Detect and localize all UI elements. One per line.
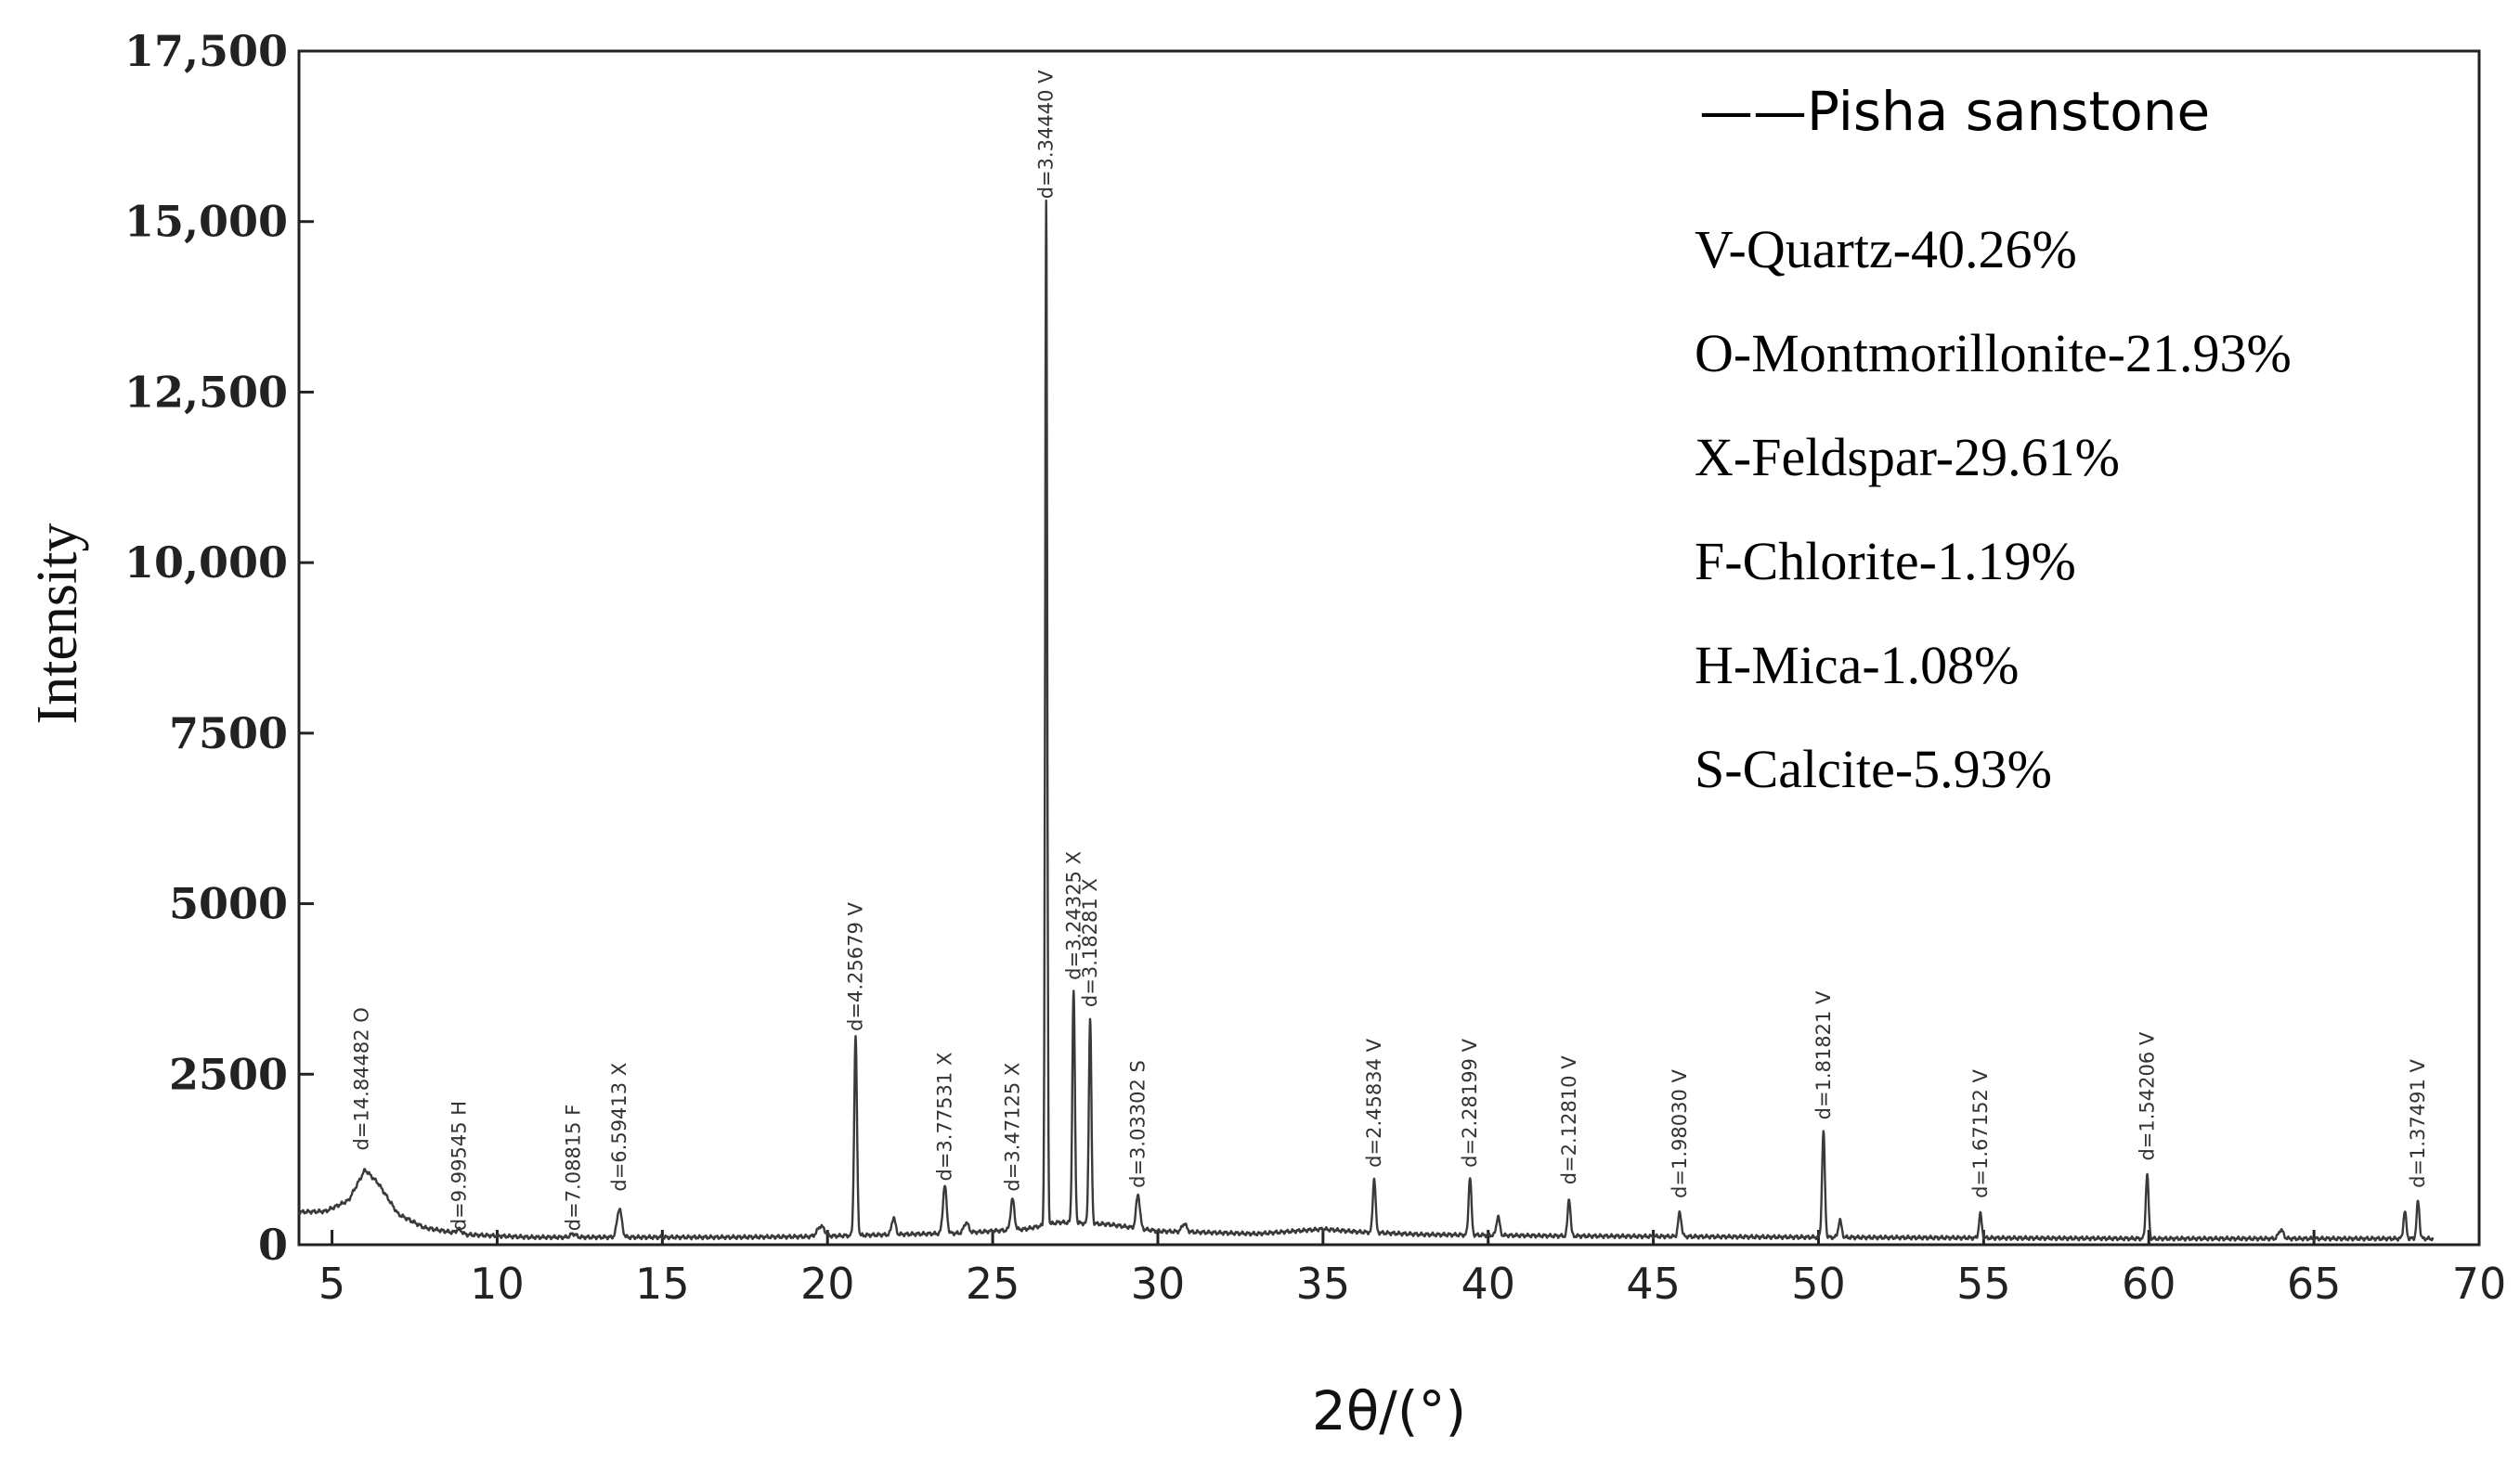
x-tick-label: 50 — [1791, 1259, 1846, 1309]
x-tick-label: 65 — [2287, 1259, 2342, 1309]
peak-annotation: d=3.77531 X — [934, 1053, 956, 1182]
peak-annotation: d=2.12810 V — [1558, 1055, 1580, 1184]
y-tick-label: 5000 — [169, 879, 288, 929]
x-tick-label: 40 — [1461, 1259, 1515, 1309]
plot-frame — [297, 49, 2481, 1247]
x-axis-title: 2θ/(°) — [1312, 1379, 1466, 1442]
peak-annotation: d=2.45834 V — [1363, 1038, 1385, 1167]
legend: ——Pisha sanstone V-Quartz-40.26% O-Montm… — [1695, 80, 2292, 799]
x-tick-label: 20 — [800, 1259, 855, 1309]
peak-annotation: d=2.28199 V — [1459, 1038, 1481, 1167]
peak-annotation: d=7.08815 F — [562, 1105, 584, 1232]
y-tick-label: 15,000 — [124, 197, 288, 247]
legend-item-montmorillonite: O-Montmorillonite-21.93% — [1695, 323, 2292, 383]
peak-annotation: d=3.34440 V — [1035, 70, 1058, 199]
y-axis-title: Intensity — [26, 524, 89, 725]
y-tick-label: 10,000 — [124, 537, 288, 588]
peak-annotation: d=14.84482 O — [351, 1007, 373, 1150]
y-axis-ticks: 0 2500 5000 7500 10,000 12,500 15,000 17,500 — [124, 26, 314, 1270]
peak-annotation: d=1.37491 V — [2407, 1058, 2429, 1187]
peak-annotation: d=9.99545 H — [448, 1101, 470, 1231]
x-tick-label: 35 — [1296, 1259, 1351, 1309]
x-tick-label: 10 — [470, 1259, 525, 1309]
x-axis-ticks: 5 10 15 20 25 30 35 40 45 50 55 60 65 70 — [318, 1230, 2506, 1309]
x-tick-label: 70 — [2452, 1259, 2507, 1309]
x-tick-label: 60 — [2122, 1259, 2176, 1309]
legend-item-chlorite: F-Chlorite-1.19% — [1695, 531, 2076, 591]
peak-annotation: d=6.59413 X — [608, 1063, 630, 1192]
series-layer — [297, 199, 2435, 1242]
peak-annotation: d=1.81821 V — [1812, 990, 1835, 1119]
peak-annotation: d=3.03302 S — [1127, 1060, 1150, 1188]
peak-annotation: d=1.54206 V — [2136, 1031, 2158, 1160]
peak-annotation: d=3.24325 X — [1062, 851, 1085, 980]
x-tick-label: 25 — [966, 1259, 1020, 1309]
y-tick-label: 7500 — [169, 708, 288, 758]
peak-annotations: d=14.84482 O d=9.99545 H d=7.08815 F d=6.59… — [351, 70, 2430, 1231]
peak-annotation: d=1.98030 V — [1669, 1068, 1691, 1197]
y-tick-label: 0 — [258, 1220, 288, 1270]
x-tick-label: 55 — [1956, 1259, 2011, 1309]
x-tick-label: 5 — [318, 1259, 345, 1309]
legend-series-label: ——Pisha sanstone — [1699, 80, 2210, 143]
x-tick-label: 45 — [1626, 1259, 1681, 1309]
x-tick-label: 15 — [635, 1259, 690, 1309]
legend-item-quartz: V-Quartz-40.26% — [1695, 219, 2077, 279]
y-tick-label: 17,500 — [124, 26, 288, 76]
y-tick-label: 2500 — [169, 1049, 288, 1099]
legend-item-calcite: S-Calcite-5.93% — [1695, 739, 2052, 799]
x-tick-label: 30 — [1131, 1259, 1186, 1309]
legend-item-feldspar: X-Feldspar-29.61% — [1695, 427, 2120, 487]
y-tick-label: 12,500 — [124, 367, 288, 417]
peak-annotation: d=3.18281 X — [1079, 878, 1101, 1007]
series-line-pisha-sanstone — [297, 199, 2435, 1242]
peak-annotation: d=3.47125 X — [1001, 1063, 1023, 1192]
legend-item-mica: H-Mica-1.08% — [1695, 635, 2020, 695]
peak-annotation: d=4.25679 V — [844, 902, 866, 1031]
peak-annotation: d=1.67152 V — [1969, 1068, 1992, 1197]
